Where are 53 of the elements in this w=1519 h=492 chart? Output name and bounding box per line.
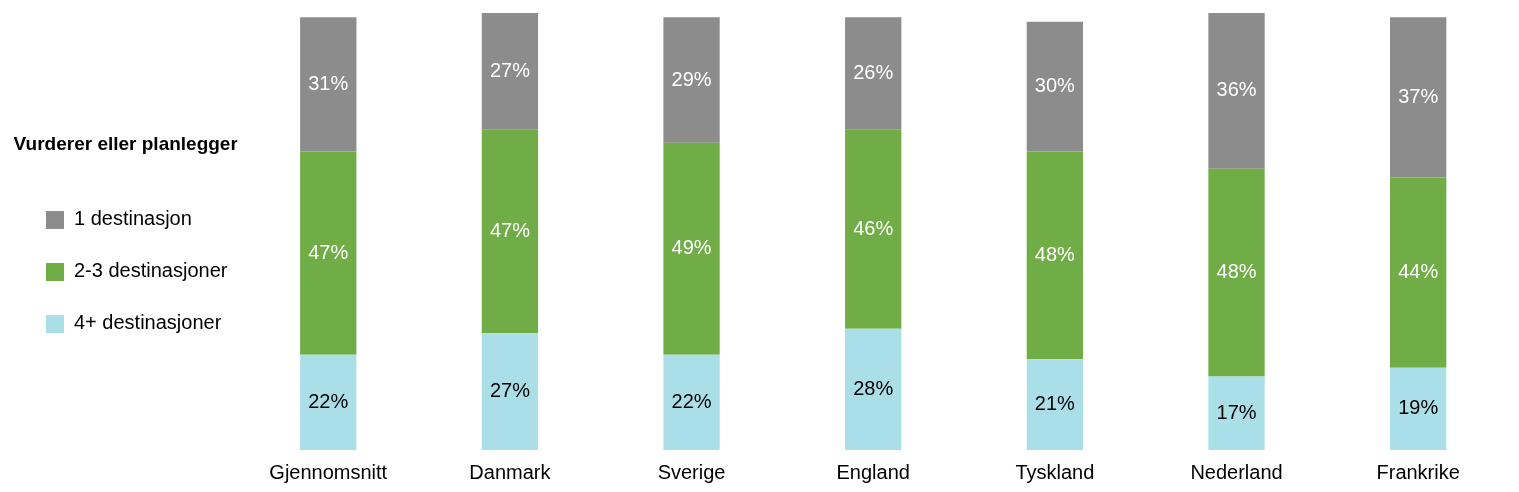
- data-label: 44%: [1398, 260, 1439, 283]
- bar: [663, 17, 720, 143]
- data-label: 48%: [1216, 260, 1257, 283]
- legend-title: Vurderer eller planlegger: [13, 132, 239, 154]
- bar: [300, 354, 357, 450]
- data-label: 47%: [308, 240, 349, 263]
- data-label: 29%: [671, 67, 712, 90]
- legend-label: 1 destinasjon: [74, 207, 192, 230]
- x-tick-label: Nederland: [1190, 460, 1283, 483]
- data-label: 48%: [1034, 242, 1076, 265]
- bar: [1390, 177, 1447, 368]
- bar: [481, 129, 539, 334]
- x-tick-label: Danmark: [469, 460, 552, 483]
- data-label: 49%: [671, 236, 712, 259]
- x-tick-label: Frankrike: [1376, 460, 1460, 483]
- x-tick-label: Sverige: [657, 460, 726, 483]
- legend-label: 2-3 destinasjoner: [74, 259, 228, 282]
- data-label: 22%: [308, 389, 349, 412]
- bar: [663, 354, 720, 450]
- bar: [845, 17, 902, 130]
- bar: [1208, 13, 1265, 169]
- bar: [1390, 367, 1447, 450]
- data-label: 30%: [1034, 74, 1076, 97]
- data-label: 47%: [489, 219, 531, 242]
- bar: [663, 142, 720, 355]
- data-label: 27%: [489, 379, 531, 402]
- bar: [481, 333, 539, 450]
- bar: [481, 13, 539, 130]
- legend-label: 4+ destinasjoner: [74, 311, 222, 334]
- bar: [1026, 21, 1084, 152]
- bar: [845, 129, 902, 329]
- bar: [845, 328, 902, 450]
- data-label: 37%: [1398, 84, 1439, 107]
- x-tick-label: Gjennomsnitt: [269, 460, 388, 483]
- bar: [1390, 17, 1447, 178]
- x-tick-label: Tyskland: [1015, 460, 1095, 483]
- data-label: 46%: [853, 216, 894, 239]
- data-label: 36%: [1216, 78, 1257, 101]
- data-label: 28%: [853, 376, 894, 399]
- data-label: 17%: [1216, 400, 1257, 423]
- data-label: 27%: [489, 58, 531, 81]
- bar: [1208, 168, 1265, 377]
- data-label: 31%: [308, 71, 349, 94]
- bar: [1208, 376, 1265, 450]
- bar: [300, 17, 357, 152]
- data-label: 21%: [1034, 392, 1076, 415]
- bar: [300, 151, 357, 355]
- data-label: 19%: [1398, 396, 1439, 419]
- bar: [1026, 359, 1084, 450]
- x-tick-label: England: [836, 460, 910, 483]
- data-label: 26%: [853, 61, 894, 84]
- data-label: 22%: [671, 389, 712, 412]
- bar: [1026, 151, 1084, 360]
